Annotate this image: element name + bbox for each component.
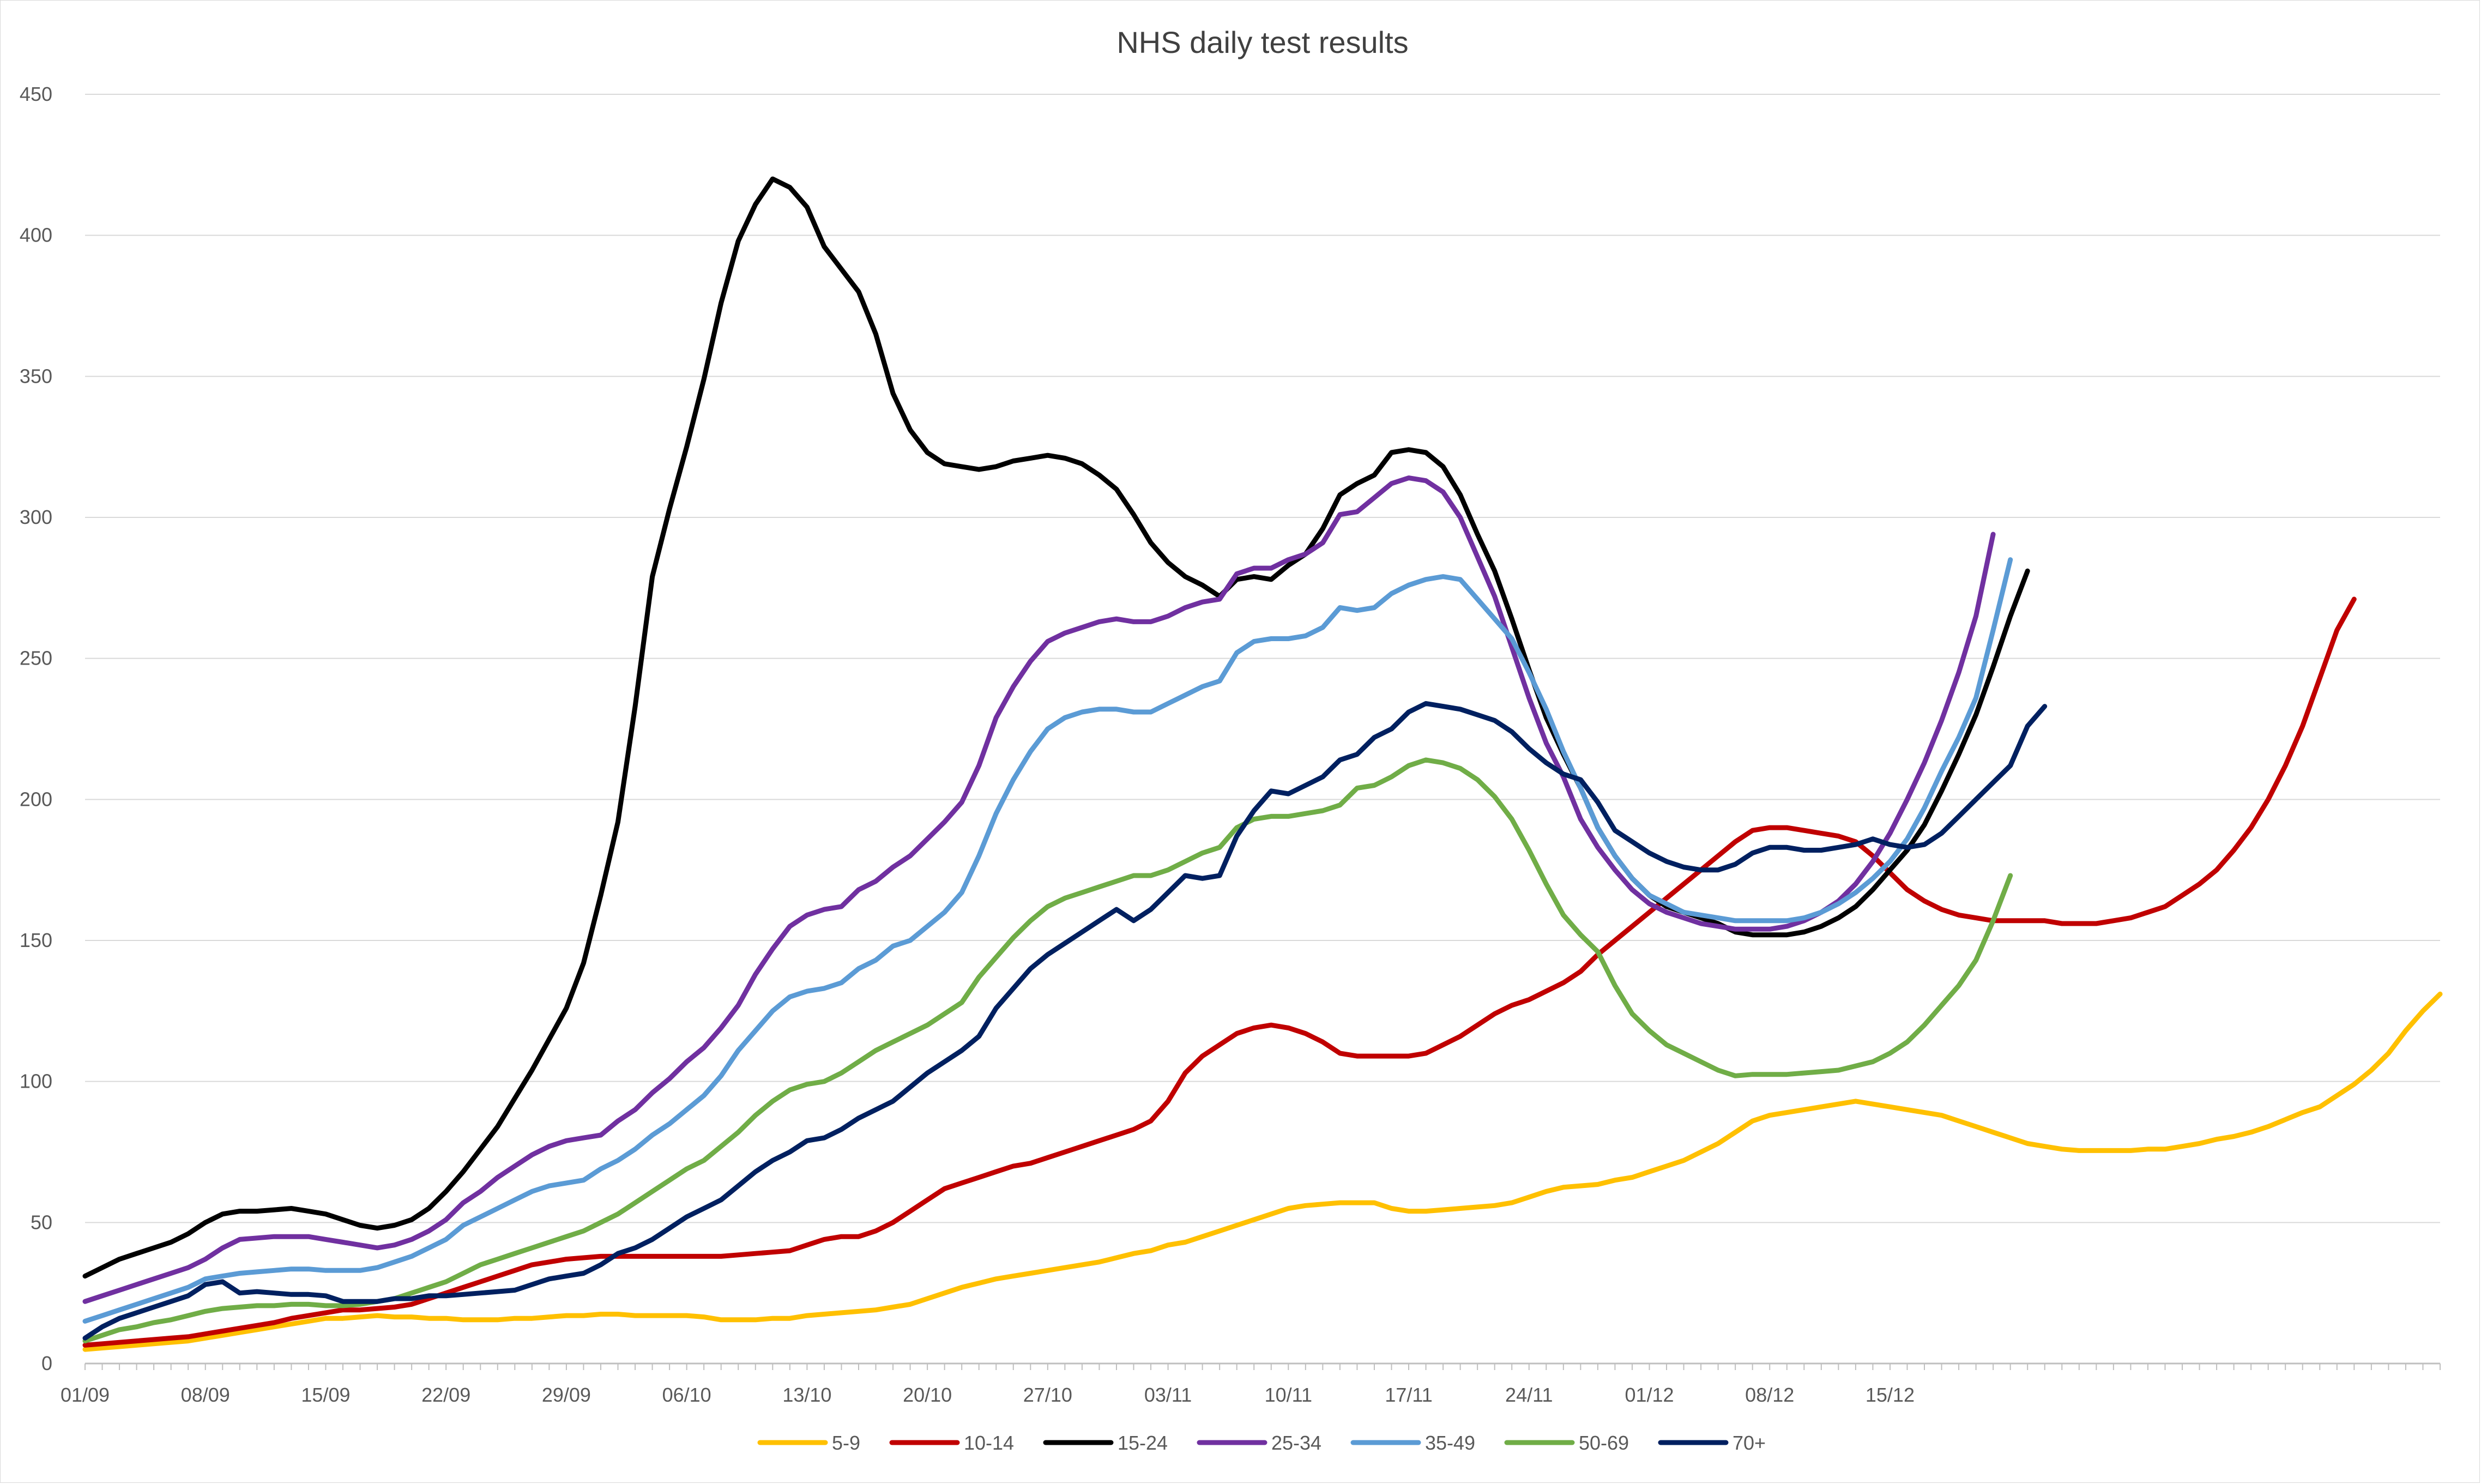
x-tick-label: 08/12 bbox=[1745, 1384, 1794, 1406]
y-tick-label: 200 bbox=[20, 788, 52, 810]
y-tick-label: 50 bbox=[31, 1211, 52, 1233]
legend-label: 50-69 bbox=[1579, 1432, 1629, 1454]
legend-label: 15-24 bbox=[1118, 1432, 1168, 1454]
y-tick-label: 400 bbox=[20, 224, 52, 246]
x-tick-label: 08/09 bbox=[181, 1384, 230, 1406]
x-tick-label: 13/10 bbox=[782, 1384, 831, 1406]
x-tick-label: 10/11 bbox=[1265, 1384, 1312, 1406]
x-tick-label: 15/09 bbox=[301, 1384, 350, 1406]
legend-label: 5-9 bbox=[832, 1432, 860, 1454]
legend-label: 25-34 bbox=[1271, 1432, 1321, 1454]
legend-item-5-9: 5-9 bbox=[757, 1432, 860, 1454]
x-tick-label: 24/11 bbox=[1505, 1384, 1553, 1406]
x-tick-label: 03/11 bbox=[1144, 1384, 1192, 1406]
x-tick-label: 01/09 bbox=[61, 1384, 110, 1406]
legend-item-15-24: 15-24 bbox=[1043, 1432, 1168, 1454]
legend-item-35-49: 35-49 bbox=[1350, 1432, 1475, 1454]
y-tick-label: 250 bbox=[20, 647, 52, 669]
series-line-10-14 bbox=[82, 596, 2357, 1348]
legend-label: 35-49 bbox=[1425, 1432, 1475, 1454]
x-tick-label: 20/10 bbox=[903, 1384, 952, 1406]
series-line-15-24 bbox=[82, 176, 2030, 1279]
x-tick-label: 27/10 bbox=[1023, 1384, 1072, 1406]
x-tick-label: 15/12 bbox=[1866, 1384, 1915, 1406]
series-line-70+ bbox=[82, 701, 2048, 1341]
legend-item-50-69: 50-69 bbox=[1504, 1432, 1629, 1454]
legend-item-70+: 70+ bbox=[1658, 1432, 1766, 1454]
y-tick-label: 150 bbox=[20, 929, 52, 951]
gridlines bbox=[85, 94, 2440, 1365]
legend: 5-9 10-14 15-24 25-34 35-49 50-69 70+ bbox=[757, 1432, 1766, 1454]
chart-title: NHS daily test results bbox=[1116, 25, 1408, 59]
axes: 0 50 100 150 200 250 300 350 400 450 01/09 08/09 15/… bbox=[20, 83, 2441, 1406]
series-line-25-34 bbox=[82, 475, 1996, 1304]
x-tick-label: 29/09 bbox=[542, 1384, 591, 1406]
series-lines bbox=[82, 176, 2443, 1352]
y-tick-label: 350 bbox=[20, 365, 52, 387]
x-tick-label: 22/09 bbox=[421, 1384, 470, 1406]
legend-label: 10-14 bbox=[964, 1432, 1014, 1454]
series-line-50-69 bbox=[82, 757, 2013, 1344]
y-tick-label: 450 bbox=[20, 83, 52, 105]
y-tick-label: 300 bbox=[20, 506, 52, 528]
x-tick-label: 17/11 bbox=[1385, 1384, 1432, 1406]
x-tick-label: 06/10 bbox=[662, 1384, 711, 1406]
legend-item-10-14: 10-14 bbox=[889, 1432, 1014, 1454]
legend-label: 70+ bbox=[1733, 1432, 1766, 1454]
legend-item-25-34: 25-34 bbox=[1197, 1432, 1321, 1454]
series-line-5-9 bbox=[82, 991, 2443, 1352]
series-line-35-49 bbox=[82, 557, 2013, 1324]
x-tick-label: 01/12 bbox=[1625, 1384, 1674, 1406]
y-tick-label: 0 bbox=[41, 1352, 52, 1374]
y-tick-label: 100 bbox=[20, 1070, 52, 1093]
